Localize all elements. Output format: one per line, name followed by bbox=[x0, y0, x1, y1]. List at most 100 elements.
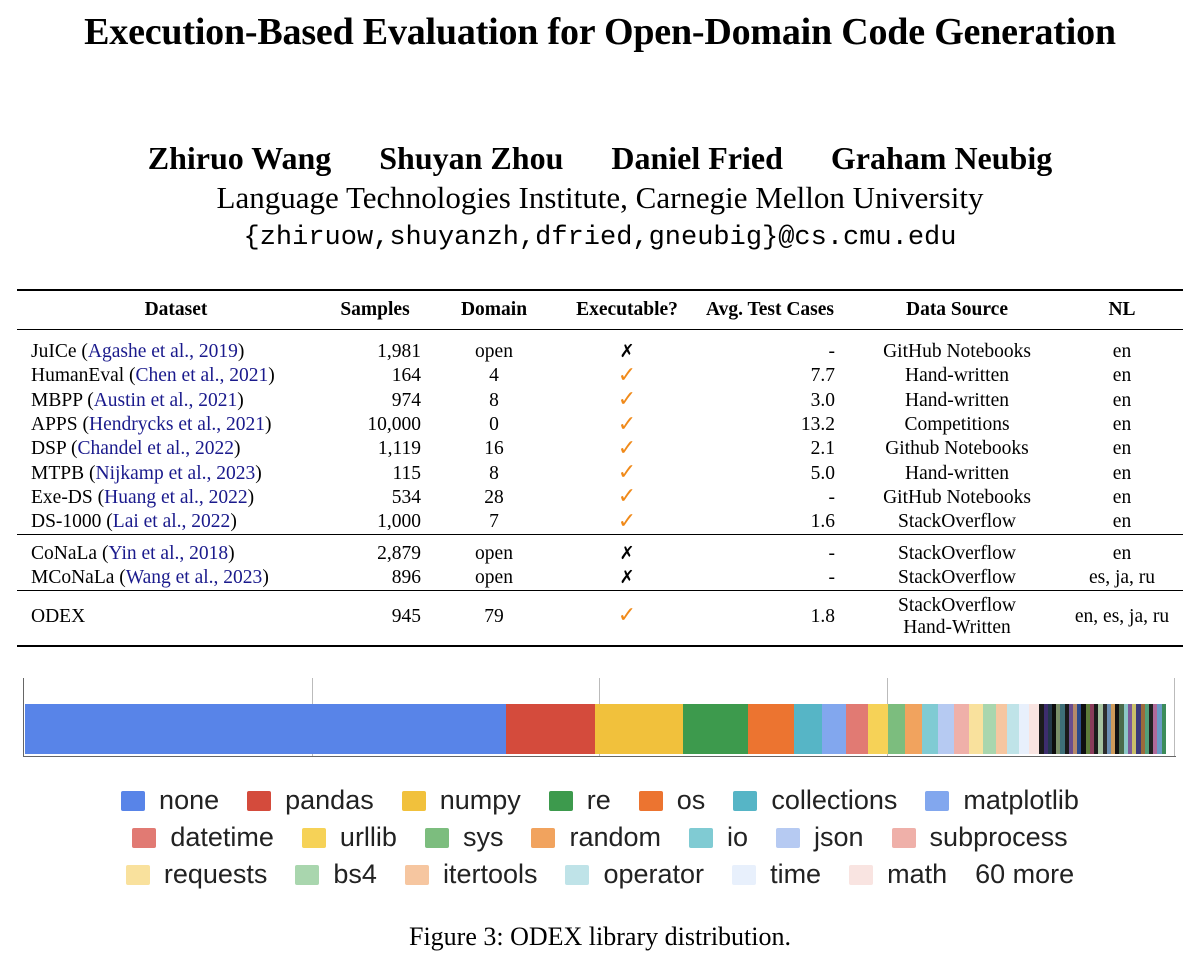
legend-label: collections bbox=[771, 785, 898, 815]
domain-cell: open bbox=[435, 534, 553, 566]
legend-swatch bbox=[301, 827, 326, 848]
citation-link[interactable]: Wang et al., 2023 bbox=[125, 566, 263, 588]
data-source-cell: Hand-written bbox=[905, 389, 1009, 411]
executable-cell: ✗ bbox=[553, 330, 701, 365]
legend-label: matplotlib bbox=[963, 785, 1079, 815]
bar-segment-os bbox=[748, 704, 795, 754]
executable-cell: ✓ bbox=[553, 389, 701, 413]
dataset-cell: APPS (Hendrycks et al., 2021) bbox=[31, 414, 272, 436]
dataset-name: JuICe bbox=[31, 341, 77, 363]
citation-link[interactable]: Austin et al., 2021 bbox=[93, 389, 238, 411]
avg-test-cases-cell: 3.0 bbox=[810, 389, 835, 411]
citation-link[interactable]: Chen et al., 2021 bbox=[135, 365, 269, 387]
bar-segment-other bbox=[1073, 704, 1078, 754]
header-domain: Domain bbox=[435, 290, 553, 330]
nl-cell: en bbox=[1112, 462, 1132, 484]
domain-cell: 8 bbox=[489, 462, 499, 484]
legend-label: none bbox=[159, 785, 220, 815]
legend-item-json: json bbox=[776, 822, 864, 853]
dataset-name: Exe-DS bbox=[31, 486, 93, 508]
legend-label: urllib bbox=[339, 822, 397, 852]
legend-swatch bbox=[849, 864, 874, 885]
bar-segment-other bbox=[1085, 704, 1091, 754]
domain-cell: 79 bbox=[435, 589, 553, 646]
avg-test-cases-cell: 7.7 bbox=[810, 365, 835, 387]
legend-row: none pandas numpy re os collections matplotlib bbox=[0, 782, 1200, 819]
domain-cell: open bbox=[475, 341, 513, 363]
bar-segment-other bbox=[1161, 704, 1167, 754]
bar-segment-matplotlib bbox=[821, 704, 847, 754]
bar-segment-other bbox=[1144, 704, 1150, 754]
header-data-source: Data Source bbox=[853, 290, 1061, 330]
table-row: DSP (Chandel et al., 2022) 1,119 16 ✓ 2.1 Git… bbox=[17, 437, 1183, 461]
legend-item-os: os bbox=[638, 785, 706, 816]
table-header-row: Dataset Samples Domain Executable? Avg. … bbox=[17, 290, 1183, 330]
citation-link[interactable]: Lai et al., 2022 bbox=[112, 511, 231, 533]
citation-link[interactable]: Yin et al., 2018 bbox=[108, 542, 229, 564]
dataset-cell: HumanEval (Chen et al., 2021) bbox=[31, 365, 275, 387]
bar-segment-other bbox=[1110, 704, 1116, 754]
header-executable: Executable? bbox=[553, 290, 701, 330]
avg-test-cases-cell: 1.8 bbox=[701, 589, 853, 646]
nl-cell: en bbox=[1112, 511, 1132, 533]
legend-swatch bbox=[404, 864, 429, 885]
checkmark-icon: ✓ bbox=[617, 460, 637, 486]
bar-segment-collections bbox=[794, 704, 823, 754]
legend-item-re: re bbox=[548, 785, 611, 816]
citation-link[interactable]: Chandel et al., 2022 bbox=[77, 438, 234, 460]
nl-cell: en bbox=[1112, 486, 1132, 508]
bar-segment-other bbox=[1043, 704, 1049, 754]
legend-label: math bbox=[887, 859, 948, 889]
bar-segment-none bbox=[25, 704, 507, 754]
bar-segment-other bbox=[1148, 704, 1154, 754]
bar-segment-datetime bbox=[846, 704, 869, 754]
citation-link[interactable]: Agashe et al., 2019 bbox=[87, 341, 238, 363]
data-source-cell: Hand-written bbox=[905, 365, 1009, 387]
legend-item-none: none bbox=[121, 785, 219, 816]
bar-segment-other bbox=[1132, 704, 1137, 754]
cross-icon: ✗ bbox=[619, 341, 635, 363]
table-row: MTPB (Nijkamp et al., 2023) 115 8 ✓ 5.0 Hand-… bbox=[17, 461, 1183, 485]
legend-item-math: math bbox=[849, 859, 947, 890]
dataset-comparison-table: Dataset Samples Domain Executable? Avg. … bbox=[17, 289, 1183, 647]
legend-label: io bbox=[727, 822, 749, 852]
legend-item-requests: requests bbox=[125, 859, 267, 890]
nl-cell: en bbox=[1112, 414, 1132, 436]
bar-segment-other bbox=[1051, 704, 1057, 754]
executable-cell: ✓ bbox=[553, 413, 701, 437]
bar-segment-numpy bbox=[595, 704, 684, 754]
bar-segment-other bbox=[1127, 704, 1133, 754]
cross-icon: ✗ bbox=[619, 542, 635, 564]
bar-segment-re bbox=[682, 704, 749, 754]
domain-cell: 7 bbox=[489, 511, 499, 533]
legend-label: os bbox=[676, 785, 706, 815]
legend-swatch bbox=[247, 790, 272, 811]
legend-item-datetime: datetime bbox=[132, 822, 274, 853]
samples-cell: 1,981 bbox=[377, 341, 421, 363]
checkmark-icon: ✓ bbox=[617, 362, 637, 388]
citation-link[interactable]: Hendrycks et al., 2021 bbox=[89, 414, 265, 436]
table-row: DS-1000 (Lai et al., 2022) 1,000 7 ✓ 1.6 Stac… bbox=[17, 510, 1183, 535]
legend-label: sys bbox=[462, 822, 504, 852]
avg-test-cases-cell: 5.0 bbox=[810, 462, 835, 484]
citation-link[interactable]: Huang et al., 2022 bbox=[104, 486, 248, 508]
domain-cell: 4 bbox=[489, 365, 499, 387]
legend-swatch bbox=[424, 827, 449, 848]
table-body: JuICe (Agashe et al., 2019) 1,981 open ✗ - Gi… bbox=[17, 330, 1183, 646]
legend-label: time bbox=[770, 859, 822, 889]
data-source-cell: StackOverflow bbox=[853, 534, 1061, 566]
samples-cell: 1,119 bbox=[377, 438, 421, 460]
dataset-name: ODEX bbox=[17, 589, 325, 646]
samples-cell: 2,879 bbox=[325, 534, 435, 566]
bar-segment-other bbox=[1136, 704, 1141, 754]
legend-swatch bbox=[689, 827, 713, 848]
samples-cell: 896 bbox=[391, 566, 421, 588]
citation-link[interactable]: Nijkamp et al., 2023 bbox=[95, 462, 256, 484]
dataset-name: DSP bbox=[31, 438, 67, 460]
domain-cell: 8 bbox=[489, 389, 499, 411]
legend-swatch bbox=[121, 790, 146, 811]
paper-title: Execution-Based Evaluation for Open-Doma… bbox=[84, 11, 1116, 53]
table-row: MBPP (Austin et al., 2021) 974 8 ✓ 3.0 Hand-w… bbox=[17, 389, 1183, 413]
samples-cell: 945 bbox=[325, 589, 435, 646]
legend-swatch bbox=[925, 790, 950, 811]
